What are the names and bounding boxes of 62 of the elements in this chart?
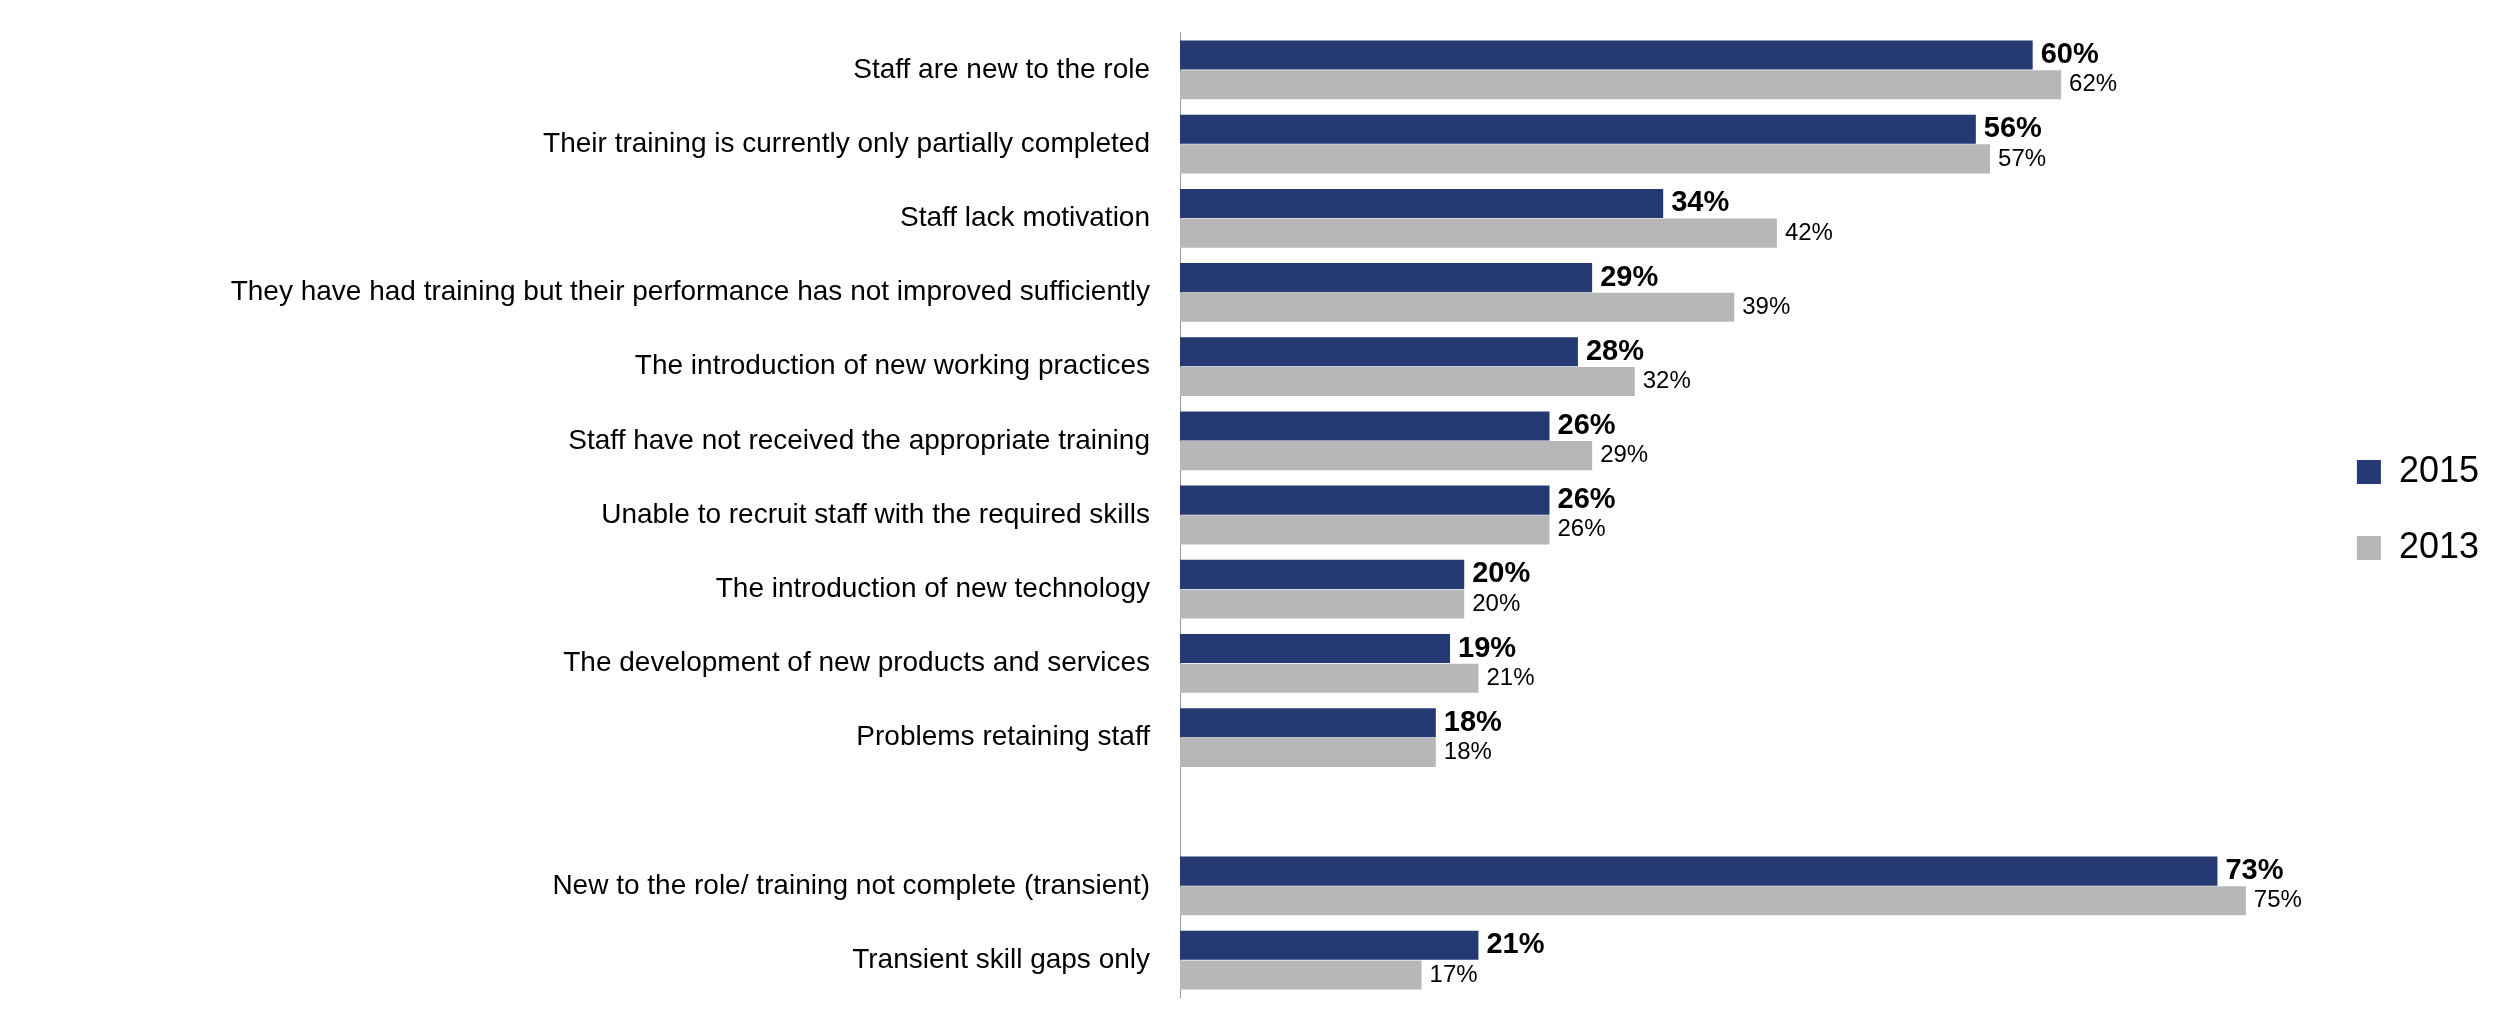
legend-label: 2015 (2398, 448, 2480, 490)
bar (1180, 292, 1735, 322)
bar (1180, 485, 1550, 515)
data-label: 60% (2040, 37, 2099, 70)
bar (1180, 263, 1593, 293)
bar (1180, 886, 2246, 916)
bar (1180, 411, 1550, 441)
bar (1180, 114, 1976, 144)
bar (1180, 737, 1436, 767)
bar (1180, 337, 1578, 367)
data-label: 29% (1600, 440, 1649, 468)
data-label: 34% (1671, 185, 1730, 218)
y-tick-label: Problems retaining staff (856, 720, 1151, 752)
bar (1180, 144, 1991, 174)
y-tick-label: The introduction of new working practices (634, 349, 1150, 381)
y-tick-label: Unable to recruit staff with the required skills (601, 497, 1150, 529)
y-tick-label: Staff lack motivation (899, 200, 1150, 232)
y-tick-label: Staff are new to the role (853, 52, 1150, 84)
bar (1180, 930, 1479, 960)
bar (1180, 188, 1664, 218)
data-label: 19% (1458, 630, 1517, 663)
bar (1180, 589, 1465, 619)
data-label: 20% (1472, 588, 1521, 616)
data-label: 29% (1600, 259, 1659, 292)
legend-label: 2013 (2398, 524, 2480, 566)
data-label: 56% (1983, 111, 2043, 144)
bar (1180, 663, 1479, 693)
y-tick-label: The introduction of new technology (715, 571, 1150, 603)
data-label: 18% (1443, 704, 1503, 737)
data-label: 18% (1443, 737, 1492, 765)
y-tick-label: Their training is currently only partially completed (543, 126, 1150, 158)
data-label: 21% (1486, 927, 1545, 960)
data-label: 39% (1742, 291, 1791, 319)
data-label: 17% (1429, 959, 1478, 987)
bar (1180, 366, 1635, 397)
data-label: 26% (1557, 482, 1616, 515)
data-label: 32% (1642, 366, 1691, 394)
bar (1180, 515, 1550, 545)
data-label: 62% (2069, 69, 2118, 97)
data-label: 20% (1472, 556, 1531, 589)
bar (1180, 633, 1451, 664)
y-tick-label: They have had training but their performance has not improved sufficiently (230, 275, 1150, 307)
y-tick-label: New to the role/ training not complete (transient) (552, 868, 1150, 900)
bar (1180, 441, 1593, 471)
data-label: 75% (2253, 885, 2302, 913)
data-label: 28% (1585, 333, 1645, 366)
bar (1180, 40, 2033, 70)
y-tick-label: Transient skill gaps only (852, 942, 1150, 974)
y-tick-label: Staff have not received the appropriate training (568, 423, 1150, 455)
y-tick-label: The development of new products and services (563, 646, 1150, 678)
data-label: 26% (1557, 514, 1606, 542)
bar (1180, 856, 2218, 886)
data-label: 57% (1998, 143, 2047, 171)
bar (1180, 70, 2062, 100)
bar (1180, 559, 1465, 589)
data-label: 73% (2225, 853, 2284, 886)
data-label: 42% (1784, 217, 1833, 245)
data-label: 26% (1557, 407, 1616, 440)
data-label: 21% (1486, 662, 1535, 690)
bar (1180, 218, 1777, 248)
bar (1180, 708, 1436, 738)
bar (1180, 960, 1422, 990)
